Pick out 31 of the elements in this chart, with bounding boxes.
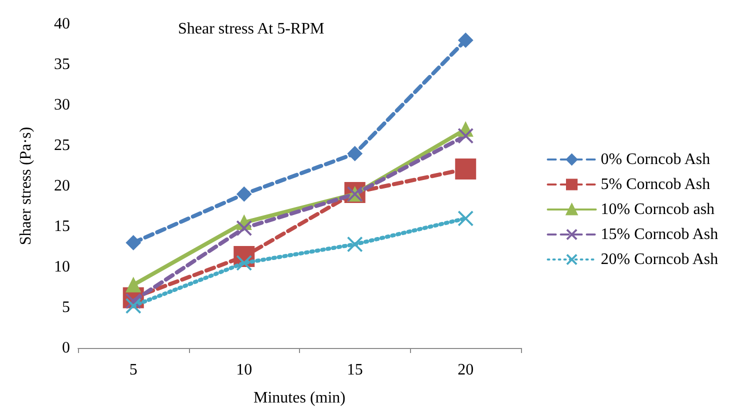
legend-label: 15% Corncob Ash (600, 226, 718, 243)
y-tick-label: 5 (62, 299, 70, 316)
point (458, 32, 474, 48)
y-tick-label: 0 (62, 340, 70, 356)
y-tick-label: 40 (54, 16, 70, 32)
x-tick-label: 5 (129, 362, 138, 378)
x-tick-label: 15 (346, 362, 363, 378)
y-axis-title: Shaer stress (Pa·s) (18, 126, 34, 246)
legend-label: 0% Corncob Ash (600, 151, 710, 168)
chart-title: Shear stress At 5-RPM (178, 20, 324, 38)
point (236, 220, 252, 236)
y-tick-label: 25 (54, 137, 70, 154)
legend-label: 5% Corncob Ash (600, 176, 710, 193)
point (458, 210, 474, 226)
point (236, 186, 252, 202)
x-tick-label: 20 (458, 362, 474, 378)
point (126, 235, 141, 250)
legend-label: 20% Corncob Ash (600, 251, 718, 268)
x-axis-title: Minutes (min) (254, 390, 346, 406)
point (126, 277, 141, 292)
y-tick-label: 30 (54, 96, 70, 114)
point (458, 128, 474, 144)
y-tick-label: 20 (54, 178, 70, 194)
point (346, 236, 363, 252)
x-tick-label: 10 (236, 362, 252, 378)
legend-label: 10% Corncob ash (600, 201, 715, 218)
y-tick-label: 10 (54, 258, 70, 276)
y-tick-label: 35 (54, 56, 70, 73)
y-tick-label: 15 (54, 218, 70, 235)
point (455, 158, 476, 180)
point (347, 146, 362, 162)
